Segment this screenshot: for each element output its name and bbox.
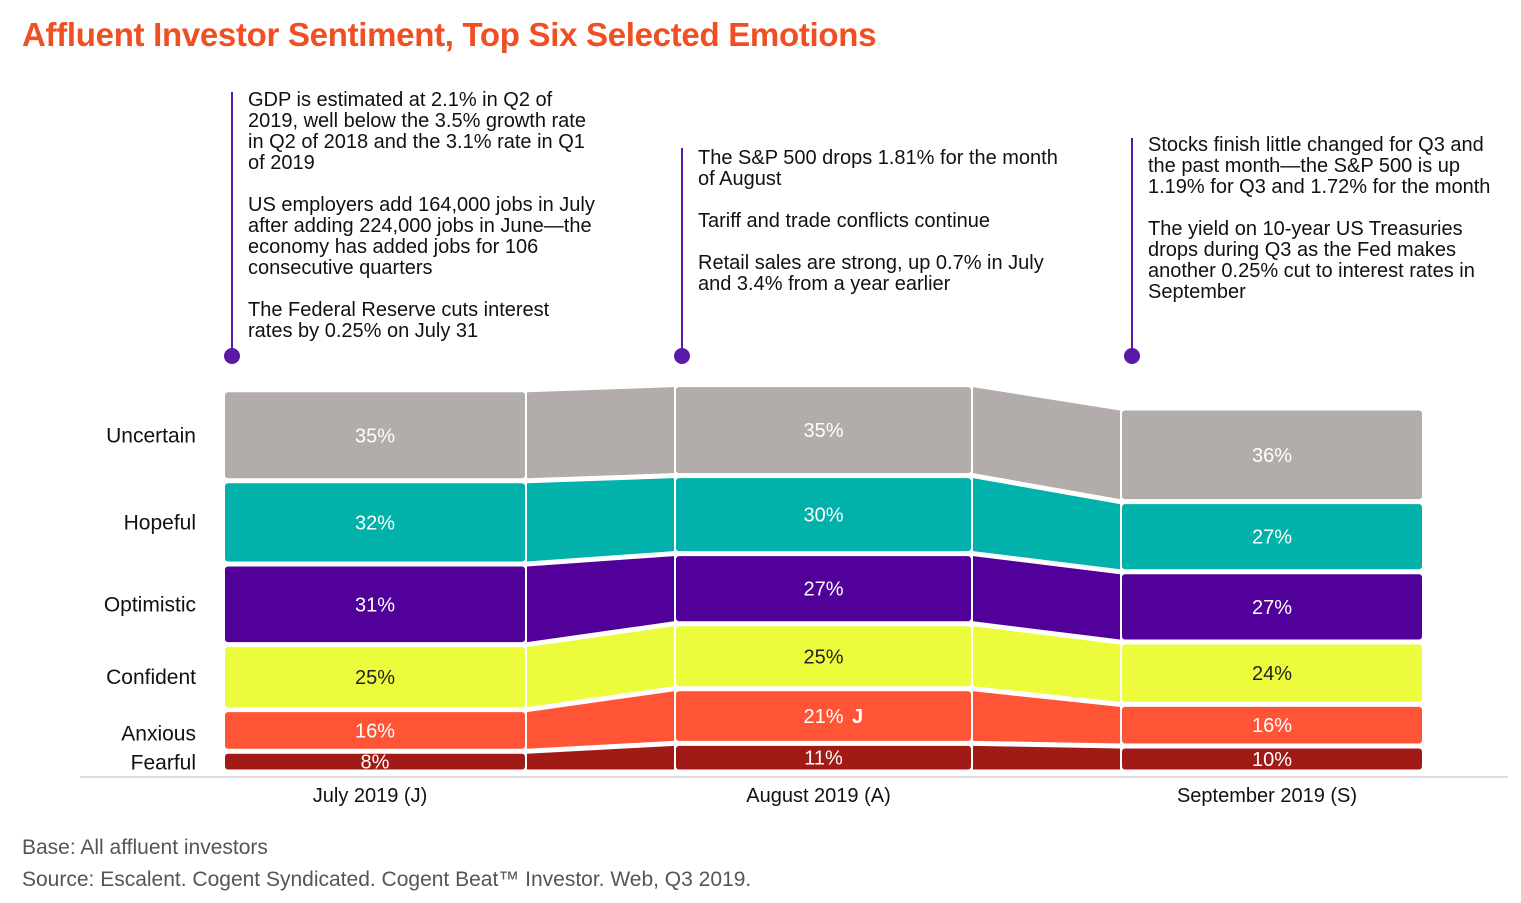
ribbon-optimistic-1 (527, 556, 674, 643)
value-label-confident-2: 25% (803, 646, 843, 668)
x-tick-label-3: September 2019 (S) (1177, 785, 1357, 807)
bar-anxious-2 (676, 691, 971, 741)
series-label-uncertain: Uncertain (106, 424, 196, 447)
ribbon-fearful-2 (973, 745, 1120, 770)
value-label-anxious-3: 16% (1252, 715, 1292, 737)
annotation-september-p2: The yield on 10-year US Treasuries drops… (1148, 218, 1475, 303)
annotation-september-p1: Stocks finish little changed for Q3 and … (1148, 134, 1491, 198)
bar-optimistic-2 (676, 556, 971, 622)
value-label-optimistic-3: 27% (1252, 597, 1292, 619)
value-label-fearful-3: 10% (1252, 749, 1292, 771)
value-label-uncertain-1: 35% (355, 425, 395, 447)
significance-marker-anxious-2: J (852, 706, 863, 728)
value-label-hopeful-2: 30% (803, 505, 843, 527)
value-label-optimistic-2: 27% (803, 579, 843, 601)
value-label-anxious-1: 16% (355, 720, 395, 742)
ribbon-anxious-2 (973, 691, 1120, 744)
bar-uncertain-1 (225, 392, 525, 479)
value-label-confident-3: 24% (1252, 663, 1292, 685)
value-label-confident-1: 25% (355, 667, 395, 689)
footnote-base: Base: All affluent investors (22, 836, 268, 859)
value-label-hopeful-3: 27% (1252, 527, 1292, 549)
series-label-confident: Confident (106, 666, 196, 689)
chart-title: Affluent Investor Sentiment, Top Six Sel… (22, 16, 877, 53)
bar-anxious-1 (225, 712, 525, 749)
annotation-september: Stocks finish little changed for Q3 and … (1148, 135, 1493, 324)
value-label-hopeful-1: 32% (355, 512, 395, 534)
series-label-fearful: Fearful (131, 752, 196, 775)
bar-hopeful-2 (676, 478, 971, 552)
ribbon-confident-2 (973, 626, 1120, 702)
bar-optimistic-1 (225, 566, 525, 643)
value-label-fearful-2: 11% (804, 748, 843, 770)
x-tick-label-1: July 2019 (J) (313, 785, 428, 807)
annotation-august: The S&P 500 drops 1.81% for the month of… (698, 148, 1058, 316)
annotation-july-p1: GDP is estimated at 2.1% in Q2 of 2019, … (248, 89, 586, 174)
value-label-optimistic-1: 31% (355, 594, 395, 616)
value-label-uncertain-2: 35% (803, 420, 843, 442)
ribbon-uncertain-1 (527, 387, 674, 479)
bar-confident-1 (225, 647, 525, 708)
ribbon-uncertain-2 (973, 387, 1120, 500)
bar-hopeful-1 (225, 483, 525, 562)
ribbon-hopeful-1 (527, 478, 674, 562)
annotation-july: GDP is estimated at 2.1% in Q2 of 2019, … (248, 90, 598, 363)
bar-optimistic-3 (1122, 574, 1422, 640)
value-label-uncertain-3: 36% (1252, 445, 1292, 467)
bar-fearful-3 (1122, 748, 1422, 770)
annotation-august-p3: Retail sales are strong, up 0.7% in July… (698, 252, 1044, 295)
annotation-july-dot (224, 348, 240, 364)
annotation-july-p2: US employers add 164,000 jobs in July af… (248, 194, 595, 279)
bar-uncertain-2 (676, 387, 971, 474)
ribbon-optimistic-2 (973, 556, 1120, 640)
series-label-hopeful: Hopeful (124, 511, 196, 534)
value-label-anxious-2: 21% (803, 706, 843, 728)
annotation-august-dot (674, 348, 690, 364)
annotation-august-p1: The S&P 500 drops 1.81% for the month of… (698, 147, 1058, 190)
annotation-august-p2: Tariff and trade conflicts continue (698, 210, 991, 232)
ribbon-fearful-1 (527, 745, 674, 770)
series-label-anxious: Anxious (121, 722, 196, 745)
bar-confident-3 (1122, 644, 1422, 702)
bar-fearful-1 (225, 753, 525, 770)
series-label-optimistic: Optimistic (104, 593, 196, 616)
x-tick-label-2: August 2019 (A) (746, 785, 891, 807)
bar-hopeful-3 (1122, 504, 1422, 570)
footnote-source: Source: Escalent. Cogent Syndicated. Cog… (22, 868, 752, 891)
annotation-september-dot (1124, 348, 1140, 364)
ribbon-anxious-1 (527, 691, 674, 749)
bar-fearful-2 (676, 745, 971, 770)
ribbon-confident-1 (527, 626, 674, 708)
bar-anxious-3 (1122, 706, 1422, 744)
ribbon-hopeful-2 (973, 478, 1120, 570)
bar-uncertain-3 (1122, 410, 1422, 500)
annotation-july-p3: The Federal Reserve cuts interest rates … (248, 299, 550, 342)
bar-confident-2 (676, 626, 971, 687)
value-label-fearful-1: 8% (361, 752, 390, 774)
